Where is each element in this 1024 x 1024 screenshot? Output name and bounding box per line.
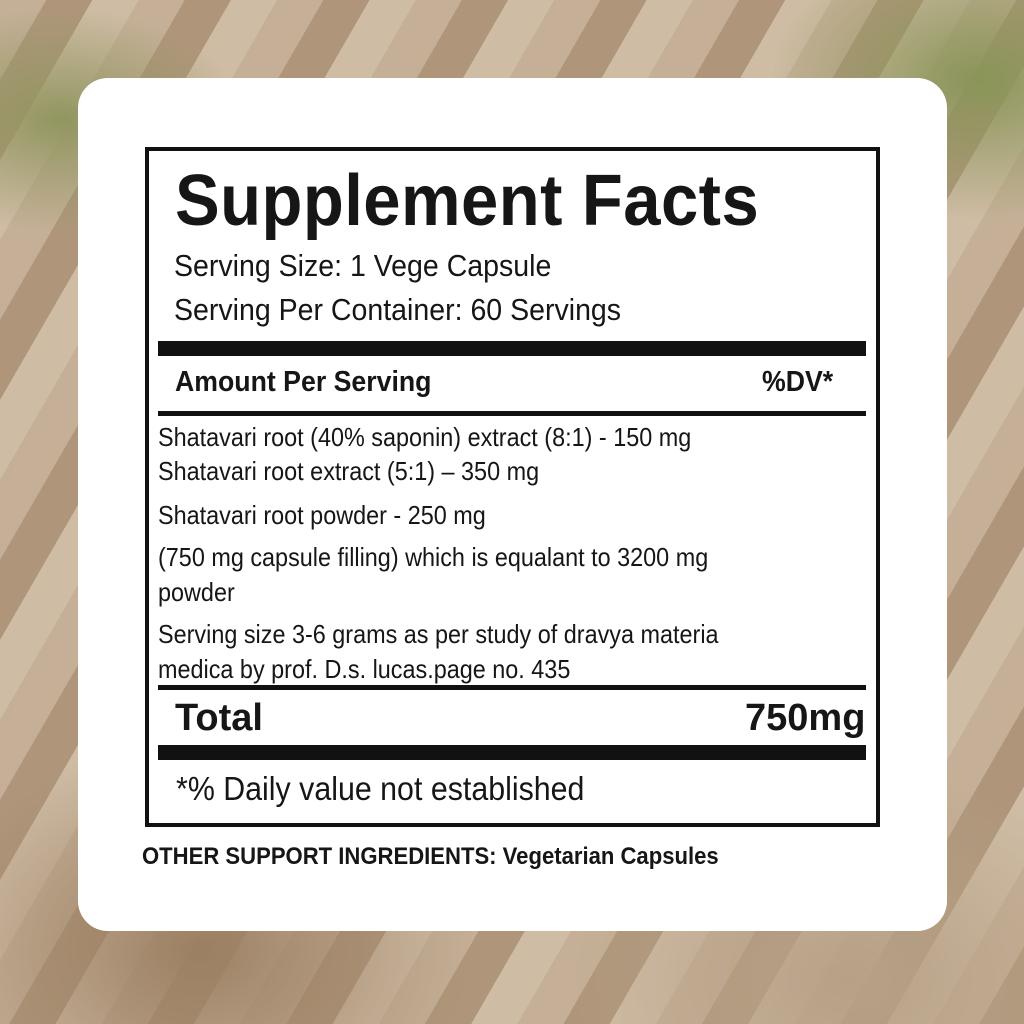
servings-per-container: Serving Per Container: 60 Servings: [174, 292, 622, 327]
other-ingredients: OTHER SUPPORT INGREDIENTS: Vegetarian Ca…: [142, 843, 719, 870]
thick-divider: [158, 341, 866, 356]
amount-header: Amount Per Serving: [175, 366, 432, 398]
total-value: 750mg: [745, 697, 866, 739]
serving-size: Serving Size: 1 Vege Capsule: [174, 248, 552, 283]
thick-divider: [158, 745, 866, 760]
label-card: [78, 78, 947, 931]
panel-title: Supplement Facts: [175, 161, 760, 241]
total-label: Total: [175, 697, 263, 739]
ingredient-line: Serving size 3-6 grams as per study of d…: [158, 619, 719, 649]
ingredient-line: powder: [158, 577, 235, 607]
footnote: *% Daily value not established: [176, 770, 585, 807]
divider: [158, 411, 866, 416]
ingredient-line: (750 mg capsule filling) which is equala…: [158, 542, 709, 572]
ingredient-line: Shatavari root extract (5:1) – 350 mg: [158, 456, 540, 486]
divider: [158, 685, 866, 690]
dv-header: %DV*: [762, 366, 834, 398]
ingredient-line: Shatavari root (40% saponin) extract (8:…: [158, 422, 692, 452]
supplement-facts-panel: [145, 147, 880, 827]
ingredient-line: Shatavari root powder - 250 mg: [158, 500, 486, 530]
ingredient-line: medica by prof. D.s. lucas.page no. 435: [158, 654, 571, 684]
